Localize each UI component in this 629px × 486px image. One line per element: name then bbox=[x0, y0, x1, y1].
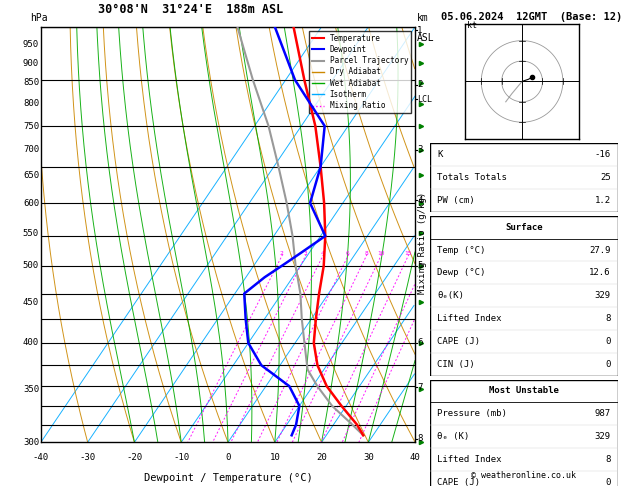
Text: 0: 0 bbox=[605, 337, 611, 346]
Text: 700: 700 bbox=[23, 145, 39, 155]
Text: 6: 6 bbox=[346, 251, 350, 256]
Text: -40: -40 bbox=[33, 452, 49, 462]
Text: Mixing Ratio (g/kg): Mixing Ratio (g/kg) bbox=[418, 192, 427, 294]
Text: 0: 0 bbox=[605, 360, 611, 369]
Text: LCL: LCL bbox=[417, 95, 432, 104]
Text: Lifted Index: Lifted Index bbox=[437, 455, 502, 464]
Text: 3: 3 bbox=[304, 251, 308, 256]
Text: -10: -10 bbox=[173, 452, 189, 462]
Text: 27.9: 27.9 bbox=[589, 245, 611, 255]
Text: 2: 2 bbox=[280, 251, 284, 256]
Text: 6: 6 bbox=[417, 338, 423, 347]
Text: Dewp (°C): Dewp (°C) bbox=[437, 268, 486, 278]
Text: 40: 40 bbox=[409, 452, 421, 462]
Text: 3: 3 bbox=[417, 145, 423, 155]
Text: 800: 800 bbox=[23, 99, 39, 108]
Text: 30: 30 bbox=[363, 452, 374, 462]
Text: 329: 329 bbox=[594, 432, 611, 441]
Text: 650: 650 bbox=[23, 171, 39, 180]
Text: -16: -16 bbox=[594, 150, 611, 159]
Text: hPa: hPa bbox=[30, 13, 47, 22]
Text: 0: 0 bbox=[605, 478, 611, 486]
Text: 30°08'N  31°24'E  188m ASL: 30°08'N 31°24'E 188m ASL bbox=[98, 3, 283, 17]
Text: 8: 8 bbox=[605, 314, 611, 323]
Text: 600: 600 bbox=[23, 199, 39, 208]
Text: ASL: ASL bbox=[417, 33, 435, 43]
Text: 05.06.2024  12GMT  (Base: 12): 05.06.2024 12GMT (Base: 12) bbox=[441, 12, 622, 22]
Text: 987: 987 bbox=[594, 409, 611, 418]
Text: 8: 8 bbox=[605, 455, 611, 464]
Text: Totals Totals: Totals Totals bbox=[437, 173, 507, 182]
Text: PW (cm): PW (cm) bbox=[437, 196, 475, 205]
Text: Pressure (mb): Pressure (mb) bbox=[437, 409, 507, 418]
Text: 500: 500 bbox=[23, 261, 39, 270]
Text: CAPE (J): CAPE (J) bbox=[437, 337, 480, 346]
Text: km: km bbox=[417, 13, 429, 22]
Text: θₑ (K): θₑ (K) bbox=[437, 432, 469, 441]
Text: 750: 750 bbox=[23, 122, 39, 131]
Text: 2: 2 bbox=[417, 80, 423, 89]
Text: -30: -30 bbox=[80, 452, 96, 462]
Text: 5: 5 bbox=[417, 261, 423, 270]
Text: 20: 20 bbox=[316, 452, 327, 462]
Text: θₑ(K): θₑ(K) bbox=[437, 291, 464, 300]
Text: CAPE (J): CAPE (J) bbox=[437, 478, 480, 486]
Text: CIN (J): CIN (J) bbox=[437, 360, 475, 369]
Text: 7: 7 bbox=[417, 382, 423, 392]
Text: 400: 400 bbox=[23, 338, 39, 347]
Text: 12.6: 12.6 bbox=[589, 268, 611, 278]
Text: 329: 329 bbox=[594, 291, 611, 300]
Text: Lifted Index: Lifted Index bbox=[437, 314, 502, 323]
Text: -20: -20 bbox=[126, 452, 143, 462]
Text: 850: 850 bbox=[23, 78, 39, 87]
Text: 8: 8 bbox=[364, 251, 368, 256]
Text: 950: 950 bbox=[23, 40, 39, 49]
Text: 10: 10 bbox=[269, 452, 280, 462]
Text: 25: 25 bbox=[600, 173, 611, 182]
Text: 350: 350 bbox=[23, 384, 39, 394]
Text: 1.2: 1.2 bbox=[594, 196, 611, 205]
Text: 550: 550 bbox=[23, 228, 39, 238]
Text: 10: 10 bbox=[377, 251, 384, 256]
Text: 4: 4 bbox=[417, 196, 423, 205]
Text: 450: 450 bbox=[23, 298, 39, 307]
Text: Dewpoint / Temperature (°C): Dewpoint / Temperature (°C) bbox=[143, 473, 313, 484]
Text: Most Unstable: Most Unstable bbox=[489, 386, 559, 396]
Text: 1: 1 bbox=[417, 26, 423, 35]
Text: 0: 0 bbox=[225, 452, 231, 462]
Text: Temp (°C): Temp (°C) bbox=[437, 245, 486, 255]
Text: 15: 15 bbox=[404, 251, 412, 256]
Text: © weatheronline.co.uk: © weatheronline.co.uk bbox=[472, 471, 576, 480]
Text: 900: 900 bbox=[23, 59, 39, 68]
Text: 300: 300 bbox=[23, 438, 39, 447]
Text: kt: kt bbox=[467, 21, 477, 31]
Text: 4: 4 bbox=[321, 251, 325, 256]
Text: 8: 8 bbox=[417, 434, 423, 443]
Legend: Temperature, Dewpoint, Parcel Trajectory, Dry Adiabat, Wet Adiabat, Isotherm, Mi: Temperature, Dewpoint, Parcel Trajectory… bbox=[309, 31, 411, 113]
Text: Surface: Surface bbox=[505, 223, 543, 232]
Text: K: K bbox=[437, 150, 443, 159]
